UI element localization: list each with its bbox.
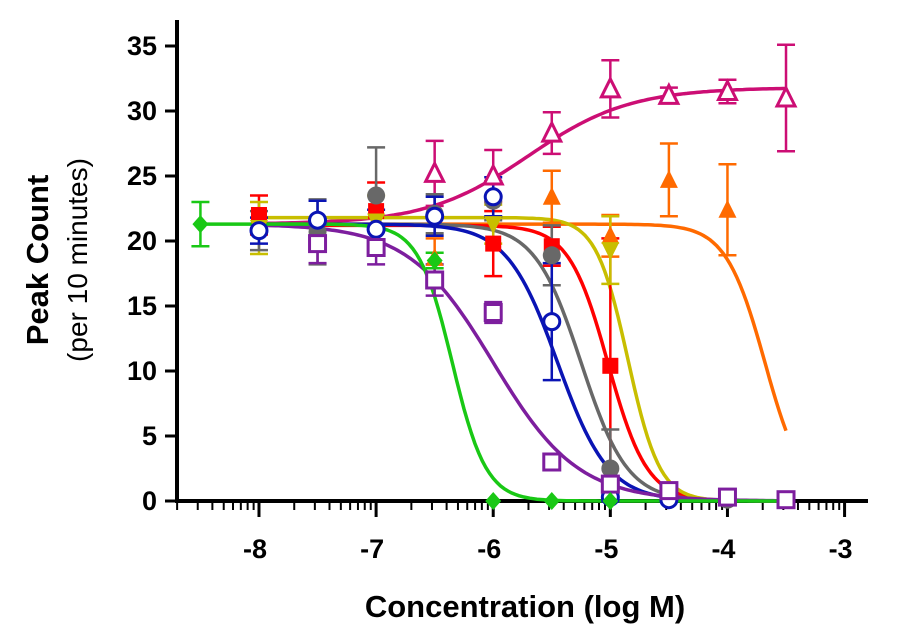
fit-curve bbox=[259, 222, 788, 432]
data-point bbox=[540, 119, 564, 143]
data-point bbox=[425, 206, 445, 226]
data-point bbox=[483, 303, 503, 322]
data-point bbox=[308, 234, 328, 254]
data-point bbox=[542, 186, 561, 205]
data-point bbox=[366, 238, 386, 257]
fit-curves bbox=[200, 86, 788, 503]
y-tick-label: 25 bbox=[127, 161, 157, 191]
data-point bbox=[542, 246, 561, 265]
y-axis-subtitle: (per 10 minutes) bbox=[62, 158, 93, 362]
y-axis-title: Peak Count bbox=[20, 175, 55, 346]
data-point bbox=[600, 474, 620, 494]
data-point bbox=[657, 82, 681, 105]
y-tick-label: 15 bbox=[127, 291, 157, 321]
data-point bbox=[483, 187, 503, 207]
data-point bbox=[542, 452, 562, 472]
x-tick-label: -7 bbox=[360, 534, 384, 564]
x-tick-label: -4 bbox=[711, 534, 735, 564]
x-tick-label: -3 bbox=[829, 534, 853, 564]
data-point bbox=[598, 75, 622, 99]
x-tick-label: -8 bbox=[243, 534, 267, 564]
data-point bbox=[776, 490, 796, 510]
data-point bbox=[423, 160, 447, 183]
fit-curve bbox=[259, 215, 786, 503]
data-point bbox=[659, 169, 678, 188]
error-bars bbox=[191, 43, 796, 503]
data-point bbox=[249, 221, 269, 241]
data-point bbox=[367, 186, 386, 205]
data-point bbox=[601, 242, 620, 261]
data-point bbox=[543, 492, 560, 510]
x-axis-title: Concentration (log M) bbox=[365, 589, 685, 624]
axes bbox=[175, 20, 868, 503]
x-tick-label: -5 bbox=[594, 534, 618, 564]
y-tick-label: 5 bbox=[142, 421, 157, 451]
data-point bbox=[485, 492, 502, 510]
y-tick-label: 35 bbox=[127, 31, 157, 61]
data-point bbox=[601, 459, 620, 478]
data-point bbox=[192, 215, 209, 234]
data-point bbox=[718, 199, 737, 218]
data-point bbox=[716, 78, 739, 101]
y-tick-label: 0 bbox=[142, 486, 157, 516]
fit-curve bbox=[259, 222, 786, 503]
data-point bbox=[774, 84, 798, 108]
ticks: 0 5 10 15 20 25 30 35 -8 -7 -6 -5 -4 -3 bbox=[127, 31, 853, 564]
fit-curve bbox=[200, 222, 786, 503]
fit-curve bbox=[259, 223, 786, 503]
data-point bbox=[542, 312, 562, 332]
fit-curve bbox=[259, 222, 786, 503]
data-point bbox=[425, 270, 445, 290]
fit-curve bbox=[258, 223, 786, 503]
data-point bbox=[602, 492, 619, 510]
y-tick-label: 20 bbox=[127, 226, 157, 256]
y-tick-label: 10 bbox=[127, 356, 157, 386]
x-tick-label: -6 bbox=[477, 534, 501, 564]
data-point bbox=[308, 210, 328, 230]
data-point bbox=[485, 235, 502, 252]
y-tick-label: 30 bbox=[127, 96, 157, 126]
data-point bbox=[602, 357, 619, 374]
data-point bbox=[717, 487, 737, 507]
data-point bbox=[659, 481, 679, 501]
data-point bbox=[481, 162, 505, 186]
data-point bbox=[366, 219, 386, 239]
data-point bbox=[250, 207, 267, 223]
data-point bbox=[426, 251, 443, 270]
data-points bbox=[192, 75, 798, 510]
data-point bbox=[484, 216, 503, 235]
data-point bbox=[601, 225, 620, 244]
fit-curve bbox=[259, 86, 786, 226]
